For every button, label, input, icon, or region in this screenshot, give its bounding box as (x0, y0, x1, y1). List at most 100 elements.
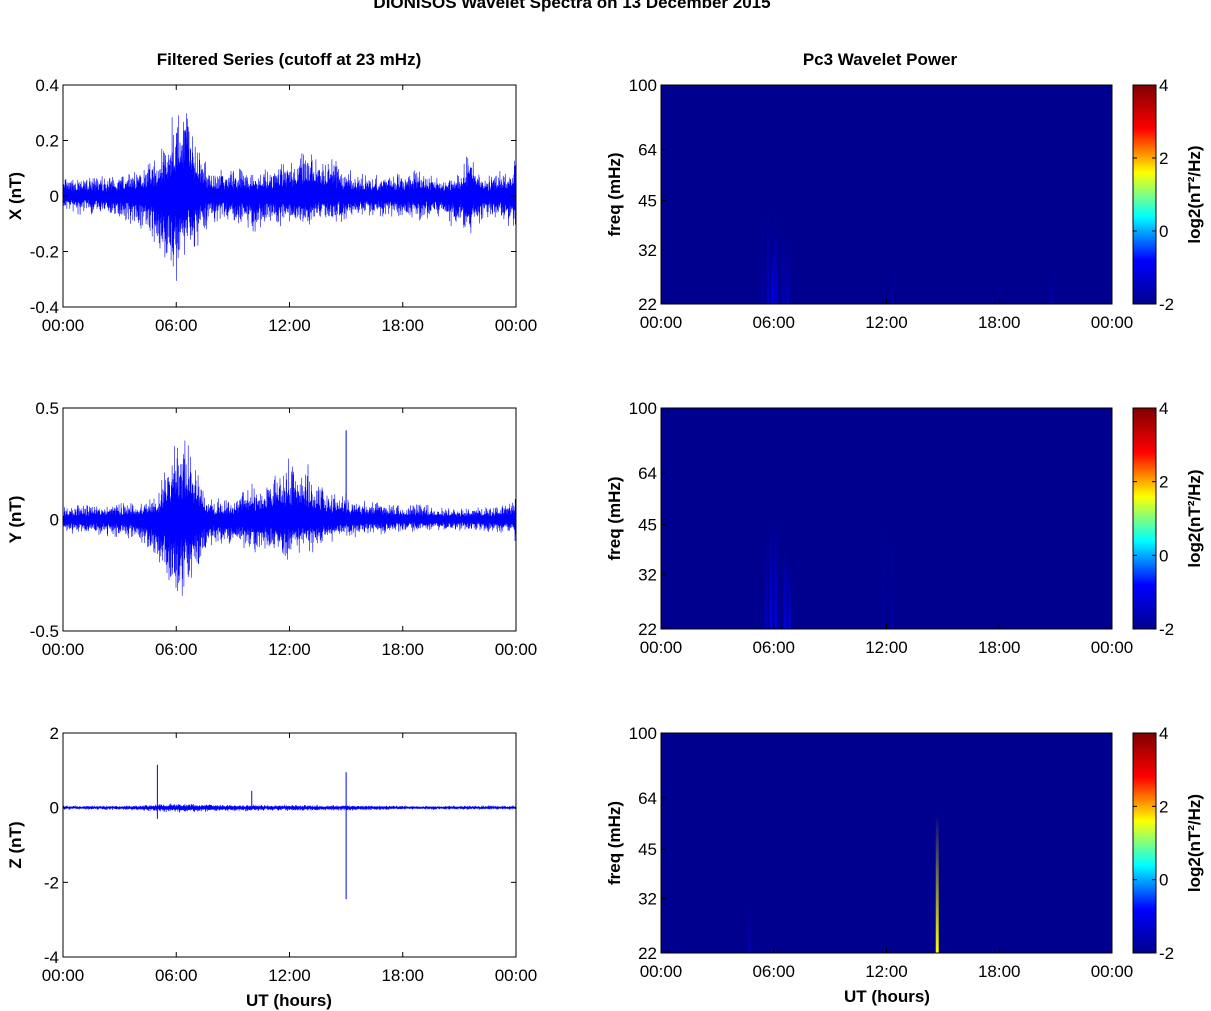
power-feature (1050, 269, 1054, 304)
y-axis-label: freq (mHz) (605, 152, 624, 236)
y-tick-label: 2 (50, 724, 59, 743)
x-tick-label: 12:00 (865, 638, 908, 657)
y-tick-label: 0 (50, 511, 59, 530)
power-feature (783, 549, 787, 629)
colorbar-tick-label: 2 (1159, 797, 1168, 816)
filtered-series-trace (62, 803, 517, 813)
x-tick-label: 12:00 (268, 966, 311, 985)
y-tick-label: 0 (50, 187, 59, 206)
colorbar: 4 2 0 -2 log2(nT²/Hz) (1132, 724, 1204, 963)
power-feature (890, 269, 894, 304)
timeseries-panel-y: 0.50-0.500:00 06:00 12:00 18:00 00:00Y (nT) (6, 399, 537, 659)
x-tick-label: 06:00 (155, 966, 198, 985)
y-tick-label: 45 (638, 191, 657, 210)
y-tick-label: 22 (638, 620, 657, 639)
power-feature (774, 217, 778, 304)
x-tick-label: 00:00 (495, 316, 538, 335)
x-tick-label: 00:00 (640, 313, 683, 332)
x-tick-label: 18:00 (978, 962, 1021, 981)
colorbar-scale (1132, 84, 1157, 305)
colorbar: 4 2 0 -2 log2(nT²/Hz) (1132, 399, 1204, 639)
power-feature (935, 814, 939, 953)
left-x-axis-label: UT (hours) (246, 991, 332, 1010)
colorbar-tick-label: 2 (1159, 149, 1168, 168)
right-x-axis-label: UT (hours) (844, 987, 930, 1006)
colorbar-scale (1132, 407, 1157, 630)
power-feature (766, 210, 770, 304)
y-tick-label: 32 (638, 565, 657, 584)
x-tick-label: 06:00 (752, 962, 795, 981)
y-axis-label: Y (nT) (6, 496, 25, 544)
y-tick-label: 64 (638, 141, 657, 160)
colorbar-tick-label: 4 (1159, 76, 1168, 95)
x-tick-label: 12:00 (865, 313, 908, 332)
y-tick-label: 100 (629, 724, 657, 743)
y-tick-label: 100 (629, 76, 657, 95)
spectrum-background (661, 408, 1112, 629)
colorbar-tick-label: 0 (1159, 222, 1168, 241)
x-tick-label: 12:00 (865, 962, 908, 981)
y-axis-label: freq (mHz) (605, 801, 624, 885)
filtered-series-trace (62, 113, 517, 281)
y-axis-label: Z (nT) (6, 821, 25, 868)
y-tick-label: 0 (50, 799, 59, 818)
y-tick-label: 22 (638, 295, 657, 314)
colorbar-tick-label: 2 (1159, 473, 1168, 492)
y-tick-label: 0.4 (35, 76, 59, 95)
power-feature (786, 241, 790, 304)
power-feature (769, 527, 773, 629)
y-tick-label: -4 (44, 948, 59, 967)
y-tick-label: -0.4 (30, 298, 59, 317)
x-tick-label: 00:00 (1091, 638, 1134, 657)
x-tick-label: 00:00 (1091, 313, 1134, 332)
power-feature (771, 245, 775, 304)
y-tick-label: 32 (638, 241, 657, 260)
spectrum-background (661, 733, 1112, 953)
colorbar-tick-label: -2 (1159, 620, 1174, 639)
x-tick-label: 00:00 (495, 640, 538, 659)
y-tick-label: 64 (638, 789, 657, 808)
x-tick-label: 12:00 (268, 640, 311, 659)
colorbar-tick-label: -2 (1159, 944, 1174, 963)
colorbar-tick-label: 4 (1159, 399, 1168, 418)
colorbar-tick-label: 0 (1159, 871, 1168, 890)
timeseries-panel-z: 20-2-400:00 06:00 12:00 18:00 00:00Z (nT) (6, 724, 537, 985)
x-tick-label: 00:00 (1091, 962, 1134, 981)
y-tick-label: 0.5 (35, 399, 59, 418)
power-feature (747, 907, 751, 953)
y-tick-label: 0.2 (35, 132, 59, 151)
power-feature (890, 541, 894, 629)
x-tick-label: 00:00 (42, 640, 85, 659)
power-feature (764, 541, 768, 629)
colorbar-tick-label: 0 (1159, 546, 1168, 565)
x-tick-label: 00:00 (640, 638, 683, 657)
y-tick-label: 100 (629, 399, 657, 418)
y-axis-label: freq (mHz) (605, 476, 624, 560)
x-tick-label: 00:00 (640, 962, 683, 981)
x-tick-label: 06:00 (155, 640, 198, 659)
colorbar-label: log2(nT²/Hz) (1185, 145, 1204, 243)
y-tick-label: -0.5 (30, 622, 59, 641)
x-tick-label: 06:00 (752, 638, 795, 657)
power-feature (881, 521, 885, 629)
power-feature (788, 557, 792, 629)
x-tick-label: 06:00 (155, 316, 198, 335)
y-axis-label: X (nT) (6, 172, 25, 220)
colorbar-tick-label: -2 (1159, 295, 1174, 314)
spectrum-background (661, 85, 1112, 304)
y-tick-label: 45 (638, 516, 657, 535)
colorbar-label: log2(nT²/Hz) (1185, 469, 1204, 567)
y-tick-label: 32 (638, 890, 657, 909)
colorbar: 4 2 0 -2 log2(nT²/Hz) (1132, 76, 1204, 314)
x-tick-label: 18:00 (381, 316, 424, 335)
power-feature (781, 232, 785, 304)
colorbar-tick-label: 4 (1159, 724, 1168, 743)
left-column-title: Filtered Series (cutoff at 23 mHz) (157, 50, 422, 69)
x-tick-label: 18:00 (978, 313, 1021, 332)
right-column-title: Pc3 Wavelet Power (803, 50, 958, 69)
y-tick-label: -2 (44, 873, 59, 892)
x-tick-label: 00:00 (42, 966, 85, 985)
